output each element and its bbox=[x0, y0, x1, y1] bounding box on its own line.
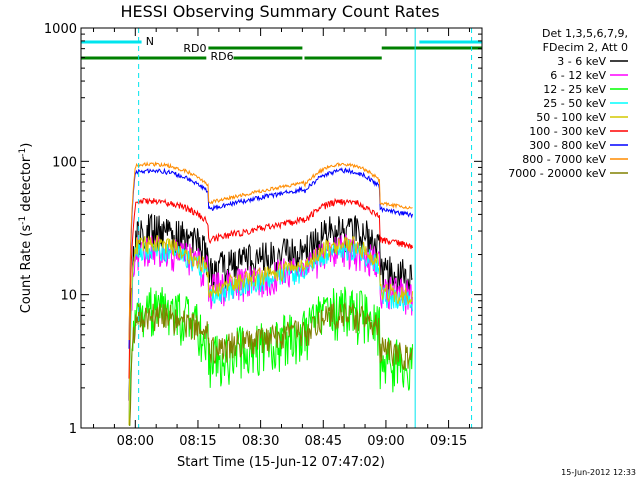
x-tick-label: 08:30 bbox=[242, 434, 279, 449]
x-tick-label: 09:00 bbox=[367, 434, 404, 449]
legend-header: FDecim 2, Att 0 bbox=[543, 41, 628, 54]
x-tick-label: 08:45 bbox=[305, 434, 342, 449]
y-tick-label: 1 bbox=[69, 422, 77, 437]
legend-entry-label: 3 - 6 keV bbox=[557, 55, 606, 68]
series-line bbox=[129, 302, 413, 426]
series-line bbox=[128, 213, 413, 401]
chart-title: HESSI Observing Summary Count Rates bbox=[120, 2, 439, 21]
legend-entry-label: 12 - 25 keV bbox=[543, 83, 606, 96]
rd0-flag-label: RD0 bbox=[183, 42, 206, 55]
series-line bbox=[128, 167, 413, 349]
x-tick-label: 09:15 bbox=[430, 434, 467, 449]
series-line bbox=[128, 161, 413, 341]
y-axis-label: Count Rate (s-1 detector-1) bbox=[18, 143, 34, 314]
y-tick-label: 10 bbox=[60, 289, 77, 304]
legend-entry-label: 25 - 50 keV bbox=[543, 97, 606, 110]
y-tick-label: 1000 bbox=[44, 22, 77, 37]
series-line bbox=[129, 286, 413, 426]
legend-entry-label: 300 - 800 keV bbox=[529, 139, 606, 152]
legend-entry-label: 50 - 100 keV bbox=[536, 111, 606, 124]
y-axis: 1 10 100 1000 bbox=[44, 22, 482, 437]
n-flag-label: N bbox=[146, 35, 154, 48]
legend-header: Det 1,3,5,6,7,9, bbox=[542, 27, 628, 40]
rd6-flag-label: RD6 bbox=[210, 50, 233, 63]
series-line bbox=[128, 239, 413, 426]
legend-entry-label: 800 - 7000 keV bbox=[522, 153, 606, 166]
legend-entry-label: 7000 - 20000 keV bbox=[508, 167, 606, 180]
series-line bbox=[128, 233, 413, 421]
series-line bbox=[128, 235, 413, 426]
series-line bbox=[128, 197, 413, 379]
legend: Det 1,3,5,6,7,9,FDecim 2, Att 03 - 6 keV… bbox=[508, 27, 628, 180]
x-tick-label: 08:15 bbox=[179, 434, 216, 449]
legend-entry-label: 100 - 300 keV bbox=[529, 125, 606, 138]
x-axis-label: Start Time (15-Jun-12 07:47:02) bbox=[177, 455, 385, 470]
legend-entry-label: 6 - 12 keV bbox=[550, 69, 606, 82]
timestamp: 15-Jun-2012 12:33 bbox=[561, 468, 636, 477]
x-axis: 08:00 08:15 08:30 08:45 09:00 09:15 bbox=[93, 28, 470, 449]
x-tick-label: 08:00 bbox=[117, 434, 154, 449]
y-tick-label: 100 bbox=[52, 155, 77, 170]
